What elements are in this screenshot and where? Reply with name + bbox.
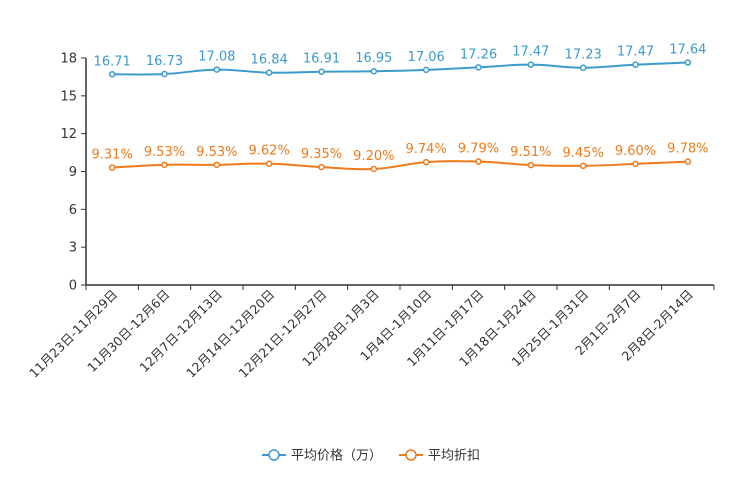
- x-tick-label: 12月14日-12月20日: [183, 287, 277, 381]
- x-axis-ticks: 11月23日-11月29日11月30日-12月6日12月7日-12月13日12月…: [26, 285, 715, 381]
- y-tick-label: 3: [69, 241, 77, 256]
- data-point[interactable]: [370, 165, 378, 173]
- data-label: 16.84: [251, 53, 288, 68]
- series-0: 16.71 16.73 17.08 16.84 16.91 16.95 17.06 17.26…: [94, 43, 706, 78]
- data-point[interactable]: [213, 66, 221, 73]
- data-label: 9.60%: [615, 144, 656, 159]
- legend-item-0[interactable]: 平均价格（万）: [262, 448, 382, 464]
- y-tick-label: 18: [60, 52, 77, 67]
- data-label: 16.73: [146, 54, 183, 69]
- x-tick-label: 11月23日-11月29日: [26, 287, 120, 381]
- y-tick-label: 12: [60, 127, 77, 142]
- data-label: 9.53%: [196, 145, 237, 160]
- y-tick-label: 6: [69, 203, 77, 218]
- data-label: 17.47: [512, 45, 549, 60]
- data-point[interactable]: [370, 67, 378, 75]
- data-label: 9.62%: [249, 144, 290, 159]
- data-point[interactable]: [475, 158, 482, 165]
- data-label: 9.79%: [458, 142, 499, 157]
- data-point[interactable]: [527, 161, 535, 169]
- data-point[interactable]: [213, 161, 221, 169]
- data-label: 9.74%: [406, 142, 447, 157]
- data-point[interactable]: [475, 64, 482, 71]
- data-point[interactable]: [422, 66, 430, 74]
- data-point[interactable]: [265, 160, 273, 167]
- legend-item-1[interactable]: 平均折扣: [399, 449, 480, 464]
- data-point[interactable]: [579, 162, 587, 170]
- data-label: 17.08: [198, 50, 235, 65]
- legend[interactable]: 平均价格（万） 平均折扣: [262, 448, 480, 464]
- data-point[interactable]: [632, 61, 639, 68]
- data-point[interactable]: [579, 64, 587, 71]
- data-label: 9.45%: [563, 146, 604, 161]
- data-point[interactable]: [108, 71, 116, 78]
- y-tick-label: 9: [69, 165, 77, 180]
- data-point[interactable]: [161, 161, 168, 169]
- data-point[interactable]: [527, 61, 535, 68]
- y-tick-label: 0: [69, 279, 77, 294]
- data-label: 9.78%: [667, 142, 708, 157]
- data-point[interactable]: [632, 160, 639, 168]
- y-tick-label: 15: [60, 89, 77, 104]
- legend-label: 平均价格（万）: [291, 448, 382, 464]
- data-label: 16.95: [355, 51, 392, 66]
- legend-marker-icon: [268, 449, 280, 461]
- data-label: 9.35%: [301, 147, 342, 162]
- data-point[interactable]: [161, 70, 168, 78]
- legend-marker-icon: [405, 449, 417, 461]
- data-point[interactable]: [318, 68, 325, 75]
- data-label: 9.20%: [353, 149, 394, 164]
- data-label: 16.91: [303, 52, 340, 67]
- data-label: 17.47: [617, 45, 654, 60]
- data-label: 17.64: [669, 43, 706, 58]
- data-label: 9.53%: [144, 145, 185, 160]
- data-label: 17.26: [460, 47, 497, 62]
- data-label: 17.06: [408, 50, 445, 65]
- data-point[interactable]: [265, 69, 273, 76]
- data-point[interactable]: [422, 158, 430, 166]
- axes: [85, 58, 714, 286]
- series-line: [112, 160, 688, 171]
- y-axis-ticks: 0 3 6 9 12 15 18: [60, 52, 86, 294]
- data-label: 9.51%: [510, 145, 551, 160]
- data-point[interactable]: [318, 163, 325, 171]
- data-point[interactable]: [108, 164, 116, 171]
- x-tick-label: 12月21日-12月27日: [235, 287, 329, 381]
- data-label: 9.31%: [92, 148, 133, 163]
- series-line: [112, 61, 688, 76]
- series-1: 9.31% 9.53% 9.53% 9.62% 9.35% 9.20% 9.74% 9.79%…: [92, 142, 708, 173]
- legend-label: 平均折扣: [428, 449, 480, 464]
- series-layer: 16.71 16.73 17.08 16.84 16.91 16.95 17.06 17.26…: [92, 43, 708, 173]
- data-point[interactable]: [684, 158, 692, 165]
- data-point[interactable]: [684, 59, 692, 66]
- data-label: 16.71: [94, 54, 131, 69]
- data-label: 17.23: [565, 48, 602, 63]
